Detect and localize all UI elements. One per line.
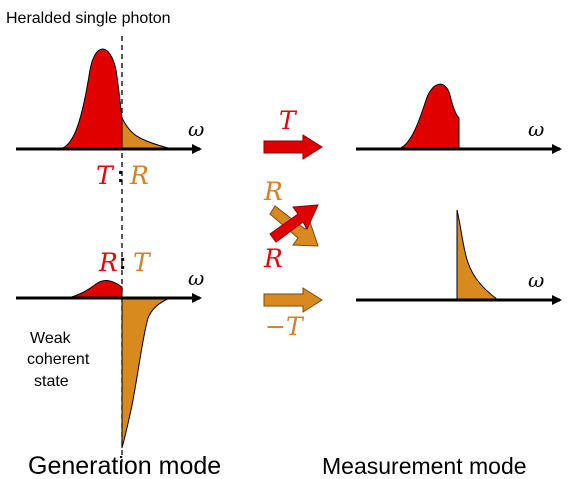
ratio-top-colon: :	[117, 162, 124, 187]
omega-label-bottom-right: ω	[528, 268, 544, 292]
arrow-R-top-label: R	[263, 177, 283, 206]
weak-coherent-line-3: state	[34, 373, 69, 390]
arrow-R-bottom-label: R	[263, 244, 283, 273]
omega-label-top-right: ω	[528, 117, 544, 141]
ratio-bot-R: R	[98, 248, 118, 277]
ratio-top-T: T	[96, 161, 115, 190]
top-red-pulse	[59, 48, 123, 150]
bottom-orange-negative-pulse	[121, 297, 171, 449]
omega-label-bottom-left: ω	[188, 266, 204, 290]
ratio-bot-T: T	[133, 248, 152, 277]
R-red-diagonal-arrow-icon	[269, 204, 319, 243]
weak-coherent-line-1: Weak	[30, 330, 72, 347]
omega-label-top-left: ω	[188, 117, 204, 141]
ratio-top-R: R	[129, 161, 149, 190]
title-label: Heralded single photon	[6, 10, 171, 27]
minus-T-arrow-icon	[263, 287, 323, 313]
weak-coherent-line-2: coherent	[27, 351, 90, 368]
ratio-bot-colon: :	[119, 249, 126, 274]
T-arrow-icon	[263, 134, 323, 160]
arrow-T-label: T	[279, 106, 298, 135]
measured-red-pulse	[397, 83, 460, 150]
generation-mode-caption: Generation mode	[28, 452, 221, 479]
bottom-red-pulse	[67, 279, 123, 299]
measurement-mode-caption: Measurement mode	[322, 453, 527, 479]
top-orange-tail	[121, 117, 173, 150]
arrow-minus-T-label: −T	[265, 312, 305, 341]
measured-orange-tail	[456, 209, 500, 301]
